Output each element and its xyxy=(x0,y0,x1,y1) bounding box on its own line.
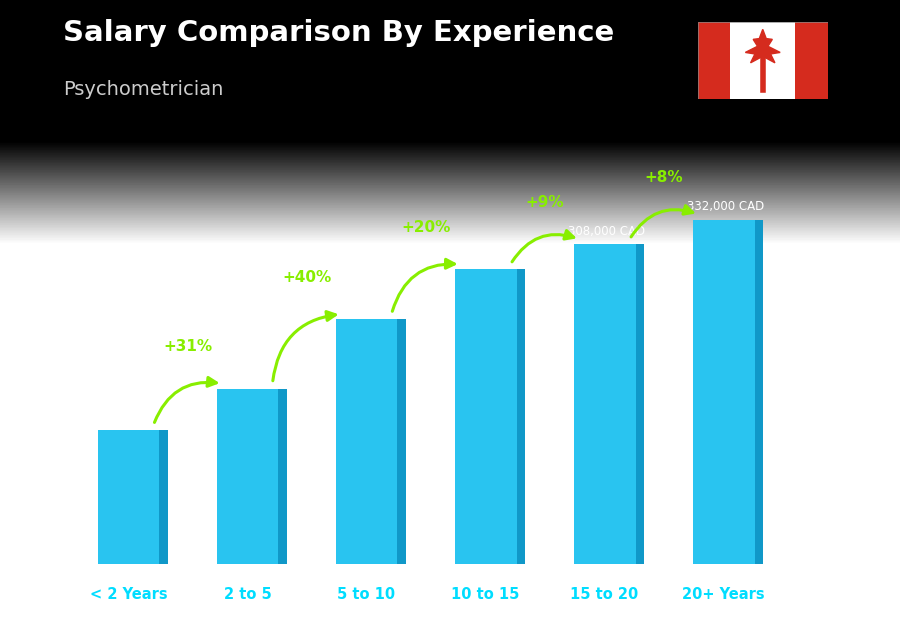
Text: salary: salary xyxy=(357,610,410,625)
Text: 20+ Years: 20+ Years xyxy=(682,587,765,602)
Text: Salary Comparison By Experience: Salary Comparison By Experience xyxy=(63,19,614,47)
Text: 236,000 CAD: 236,000 CAD xyxy=(329,300,407,313)
Text: 169,000 CAD: 169,000 CAD xyxy=(211,369,288,383)
FancyBboxPatch shape xyxy=(693,219,754,564)
Text: +20%: +20% xyxy=(401,220,451,235)
Polygon shape xyxy=(517,269,525,564)
Text: 308,000 CAD: 308,000 CAD xyxy=(568,225,644,238)
Text: explorer.com: explorer.com xyxy=(410,610,509,625)
FancyBboxPatch shape xyxy=(454,269,517,564)
Text: 15 to 20: 15 to 20 xyxy=(571,587,639,602)
Polygon shape xyxy=(398,319,406,564)
Text: Psychometrician: Psychometrician xyxy=(63,80,223,99)
Text: 332,000 CAD: 332,000 CAD xyxy=(687,200,764,213)
FancyBboxPatch shape xyxy=(573,244,635,564)
Bar xyxy=(698,22,730,99)
Polygon shape xyxy=(754,219,763,564)
Polygon shape xyxy=(745,29,780,63)
Text: 5 to 10: 5 to 10 xyxy=(338,587,396,602)
Text: 129,000 CAD: 129,000 CAD xyxy=(92,411,169,424)
Text: 284,000 CAD: 284,000 CAD xyxy=(449,250,526,263)
Polygon shape xyxy=(635,244,644,564)
FancyBboxPatch shape xyxy=(336,319,398,564)
Text: Average Yearly Salary: Average Yearly Salary xyxy=(872,292,883,413)
FancyBboxPatch shape xyxy=(217,388,278,564)
Text: +9%: +9% xyxy=(526,196,564,210)
FancyBboxPatch shape xyxy=(97,430,159,564)
Bar xyxy=(796,22,828,99)
Text: +40%: +40% xyxy=(283,270,331,285)
Text: 2 to 5: 2 to 5 xyxy=(223,587,272,602)
Text: +31%: +31% xyxy=(164,340,212,354)
Text: 10 to 15: 10 to 15 xyxy=(452,587,520,602)
Text: < 2 Years: < 2 Years xyxy=(90,587,167,602)
Polygon shape xyxy=(278,388,287,564)
Polygon shape xyxy=(159,430,167,564)
Text: +8%: +8% xyxy=(644,171,683,185)
